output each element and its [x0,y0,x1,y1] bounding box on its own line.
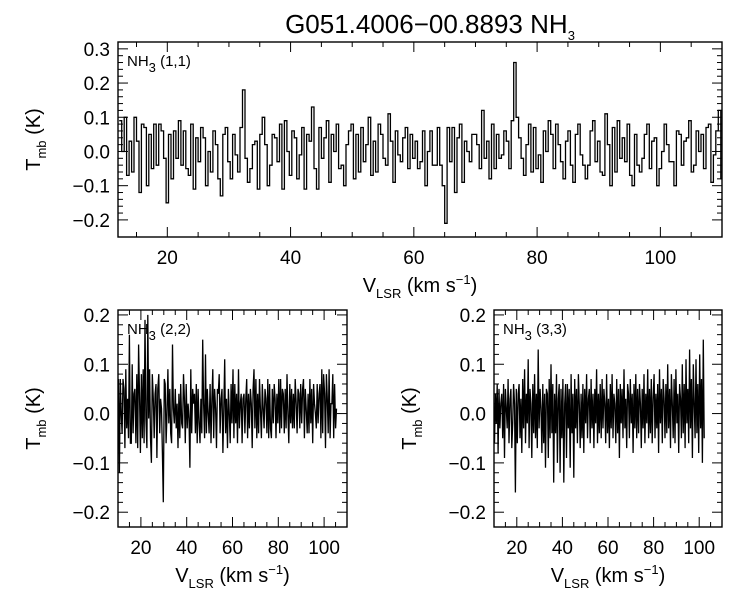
x-axis-label-suffix: (km s [214,565,268,587]
y-tick-label: 0.0 [84,405,110,426]
panel-label-main: NH [127,321,149,338]
x-axis-label-sub: LSR [564,576,589,591]
y-tick-label: −0.2 [72,211,110,232]
y-tick-label: 0.2 [84,74,110,95]
x-axis-label: VLSR (km s−1) [175,562,290,591]
y-axis-label-sub: mb [34,419,49,437]
y-axis-label: Tmb (K) [399,387,425,450]
y-tick-label: 0.2 [84,306,110,327]
y-tick-label: −0.1 [72,454,110,475]
x-axis-label-end: ) [471,275,478,297]
plot-frame [117,41,723,238]
y-tick-label: 0.0 [84,142,110,163]
panel-label-sub: 3 [149,60,156,75]
x-tick-label: 60 [403,248,424,269]
figure-title-sub: 3 [568,28,575,43]
panel-label-suffix: (2,2) [156,321,191,338]
x-axis-label-suffix: (km s [401,275,455,297]
spectrum-line [494,339,705,493]
y-axis-label-main: T [399,438,421,450]
x-tick-label: 40 [552,538,573,559]
y-tick-label: 0.0 [460,405,486,426]
x-axis-label-sup: −1 [644,562,659,577]
y-tick-label: 0.1 [84,355,110,376]
x-axis-label-main: V [363,275,377,297]
x-tick-label: 80 [527,248,548,269]
y-axis-label-main: T [23,438,45,450]
x-tick-label: 40 [176,538,197,559]
panel-label-sub: 3 [149,328,156,343]
x-axis-label-sub: LSR [189,576,214,591]
x-axis-label: VLSR (km s−1) [363,272,478,301]
y-tick-label: −0.2 [448,503,486,524]
spectrum-line [118,314,338,503]
figure-title-main: G051.4006−00.8893 NH [285,9,568,39]
x-tick-label: 80 [268,538,289,559]
panel-label-main: NH [127,53,149,70]
x-tick-label: 20 [506,538,527,559]
y-axis-label-suffix: (K) [23,108,45,140]
x-axis-label-main: V [551,565,565,587]
panel-label-main: NH [503,321,525,338]
x-axis-label-end: ) [659,565,666,587]
y-tick-label: −0.1 [448,454,486,475]
x-axis-label-suffix: (km s [589,565,643,587]
x-axis-label-sup: −1 [268,562,283,577]
panel-nh3-22: 20 40 60 80 100 −0.2 −0.1 0.0 0.1 0.2 NH3 (2,2) VLS… [23,306,348,591]
x-tick-label: 60 [222,538,243,559]
y-axis-label-main: T [23,159,45,171]
panel-transition-label: NH3 (1,1) [127,53,191,75]
panel-transition-label: NH3 (2,2) [127,321,191,343]
panel-nh3-11: 20 40 60 80 100 −0.2 −0.1 0.0 0.1 0.2 0.3 NH3 (1,1)… [23,40,723,301]
y-tick-label: −0.2 [72,503,110,524]
panel-transition-label: NH3 (3,3) [503,321,567,343]
panel-nh3-33: 20 40 60 80 100 −0.2 −0.1 0.0 0.1 0.2 NH3 (3,3) VLS… [399,306,723,591]
y-axis-label: Tmb (K) [23,387,49,450]
spectrum-line [119,61,722,224]
panel-label-suffix: (1,1) [156,53,191,70]
x-axis-label-end: ) [283,565,290,587]
x-axis-label: VLSR (km s−1) [551,562,666,591]
x-tick-label: 100 [683,538,715,559]
y-tick-label: −0.1 [72,177,110,198]
x-tick-label: 20 [157,248,178,269]
figure-title: G051.4006−00.8893 NH3 [285,9,575,43]
x-tick-label: 100 [308,538,340,559]
y-axis-label-sub: mb [410,419,425,437]
y-tick-label: 0.1 [460,355,486,376]
x-tick-label: 100 [645,248,677,269]
y-tick-label: 0.1 [84,108,110,129]
x-tick-label: 80 [643,538,664,559]
x-axis-label-sup: −1 [456,272,471,287]
y-axis-label-sub: mb [34,140,49,158]
y-axis-label-suffix: (K) [23,387,45,419]
x-tick-label: 40 [280,248,301,269]
x-tick-label: 60 [597,538,618,559]
y-tick-label: 0.3 [84,40,110,61]
x-tick-label: 20 [130,538,151,559]
y-axis-label: Tmb (K) [23,108,49,171]
x-axis-label-main: V [175,565,189,587]
y-axis-label-suffix: (K) [399,387,421,419]
panel-label-suffix: (3,3) [532,321,567,338]
y-tick-label: 0.2 [460,306,486,327]
panel-label-sub: 3 [525,328,532,343]
x-axis-label-sub: LSR [376,286,401,301]
